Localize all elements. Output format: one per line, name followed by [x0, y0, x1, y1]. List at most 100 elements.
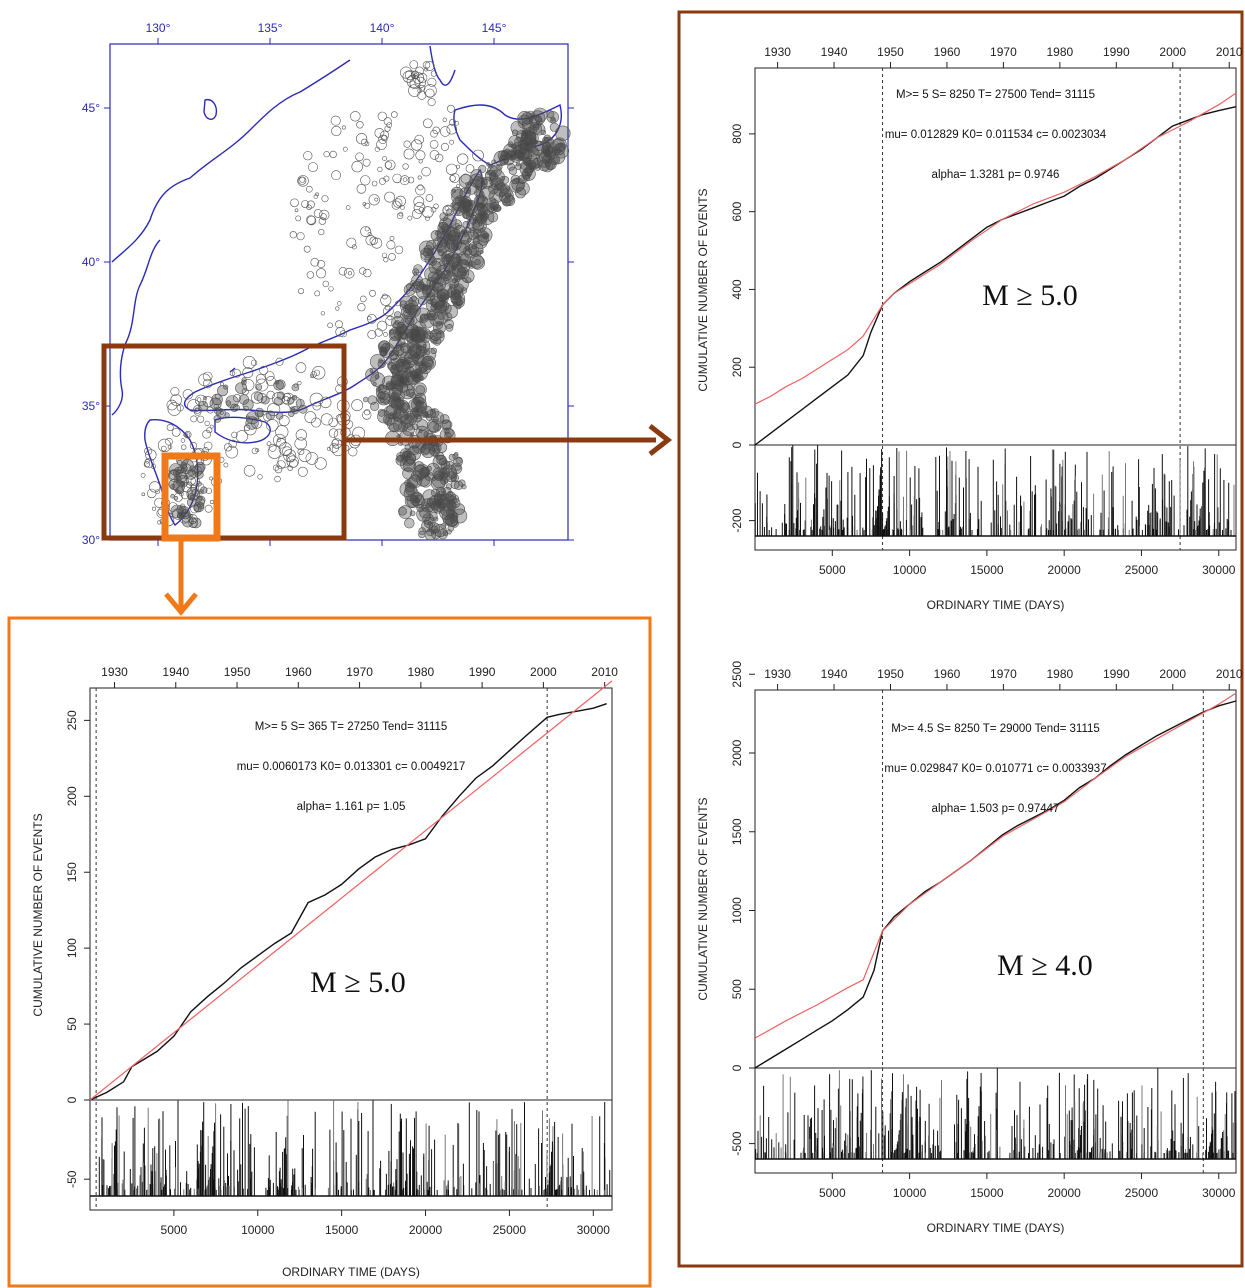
quake-circle	[442, 250, 455, 263]
quake-circle	[399, 304, 406, 310]
quake-circle	[530, 110, 546, 126]
quake-circle	[364, 409, 371, 416]
year-tick-label: 2010	[1216, 45, 1243, 59]
quake-circle	[426, 298, 440, 312]
quake-circle	[454, 480, 464, 491]
quake-circle	[388, 394, 393, 399]
quake-circle	[383, 117, 392, 126]
quake-circle	[416, 280, 422, 287]
quake-circle	[225, 395, 239, 409]
quake-circle	[441, 419, 453, 430]
quake-circle	[404, 314, 415, 325]
quake-circle	[469, 179, 475, 184]
y-tick-label: 2500	[730, 661, 744, 688]
quake-circle	[412, 423, 419, 430]
y-tick-label: 0	[730, 441, 744, 448]
quake-circle	[376, 320, 388, 332]
quake-circle	[445, 227, 461, 243]
quake-circle	[429, 311, 445, 327]
quake-circle	[425, 194, 434, 202]
year-tick-label: 1930	[764, 45, 791, 59]
quake-circle	[337, 301, 342, 306]
quake-circle	[347, 271, 352, 276]
quake-circle	[432, 452, 439, 458]
quake-circle	[415, 385, 426, 395]
model-parameter-annotation: M>= 4.5 S= 8250 T= 29000 Tend= 31115	[891, 723, 1100, 735]
quake-circle	[473, 202, 487, 216]
quake-circle	[245, 415, 250, 420]
quake-circle	[456, 184, 461, 189]
quake-circle	[414, 392, 427, 405]
quake-circle	[451, 277, 457, 283]
quake-circle	[320, 413, 333, 426]
quake-circle	[406, 477, 418, 489]
quake-circle	[251, 417, 263, 429]
quake-circle	[413, 264, 423, 274]
quake-circle	[472, 217, 479, 224]
quake-circle	[305, 452, 319, 465]
quake-circle	[415, 307, 431, 323]
quake-circle	[454, 223, 460, 229]
quake-circle	[266, 390, 275, 400]
quake-circle	[532, 107, 548, 123]
quake-circle	[445, 323, 454, 332]
quake-circle	[388, 253, 396, 261]
x-tick-label: 10000	[893, 563, 927, 577]
quake-circle	[377, 166, 383, 172]
quake-circle	[316, 268, 327, 279]
quake-circle	[166, 399, 178, 411]
quake-circle	[235, 430, 248, 443]
quake-circle	[417, 184, 424, 191]
quake-circle	[553, 143, 569, 159]
quake-circle	[278, 442, 292, 456]
quake-circle	[389, 380, 399, 390]
quake-circle	[367, 316, 372, 321]
quake-circle	[276, 438, 287, 449]
quake-circle	[386, 240, 396, 250]
quake-circle	[378, 177, 386, 185]
quake-circle	[416, 419, 429, 431]
year-tick-label: 1980	[1047, 45, 1074, 59]
quake-circle	[320, 396, 332, 409]
quake-circle	[318, 217, 327, 225]
quake-circle	[487, 165, 498, 176]
quake-circle	[482, 232, 490, 240]
quake-circle	[196, 481, 202, 487]
quake-circle	[356, 121, 364, 129]
quake-circle	[474, 259, 481, 266]
quake-circle	[359, 267, 367, 275]
quake-circle	[193, 405, 202, 414]
quake-circle	[195, 461, 206, 473]
quake-circle	[434, 231, 440, 236]
quake-circle	[393, 407, 405, 420]
quake-circle	[395, 300, 401, 307]
quake-circle	[436, 330, 445, 339]
y-tick-label: 500	[730, 979, 744, 999]
quake-circle	[253, 391, 263, 401]
quake-circle	[411, 209, 422, 219]
quake-circle	[380, 130, 390, 140]
quake-circle	[426, 528, 435, 537]
quake-circle	[351, 244, 357, 250]
y-tick-label: 400	[730, 279, 744, 299]
quake-circle	[297, 448, 305, 455]
quake-circle	[514, 177, 520, 183]
quake-circle	[418, 530, 426, 539]
quake-circle	[442, 205, 453, 215]
quake-circle	[387, 315, 393, 321]
quake-circle	[486, 204, 497, 214]
quake-circle	[275, 379, 286, 390]
quake-circle	[274, 475, 281, 483]
quake-circle	[457, 153, 469, 165]
y-tick-label: 1000	[730, 897, 744, 924]
quake-circle	[526, 172, 531, 178]
y-tick-label: 0	[730, 1064, 744, 1071]
quake-circle	[409, 510, 416, 517]
residual-tick-label: -500	[730, 1131, 744, 1155]
x-tick-label: 5000	[819, 563, 846, 577]
quake-circle	[310, 257, 320, 267]
quake-circle	[368, 194, 380, 206]
quake-circle	[491, 159, 497, 165]
year-tick-label: 1950	[877, 45, 904, 59]
year-tick-label: 1980	[407, 665, 434, 679]
